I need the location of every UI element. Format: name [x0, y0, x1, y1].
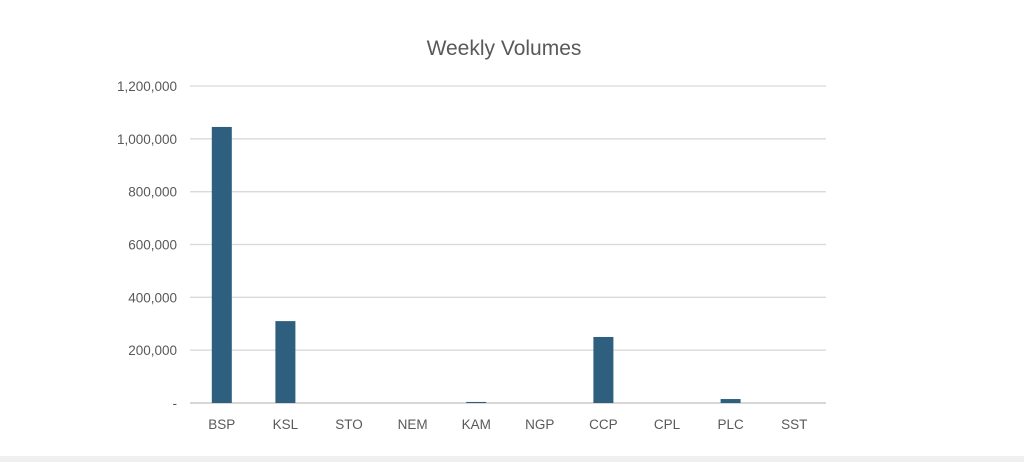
y-tick-label: 400,000: [128, 290, 177, 305]
bar-plc: [720, 399, 741, 403]
bar-bsp: [211, 126, 232, 403]
x-tick-label: SST: [781, 417, 807, 432]
x-tick-label: KSL: [273, 417, 299, 432]
x-tick-label: NEM: [398, 417, 428, 432]
x-tick-label: CCP: [589, 417, 618, 432]
x-tick-label: BSP: [208, 417, 235, 432]
bar-ccp: [593, 336, 614, 403]
y-tick-label: 600,000: [128, 238, 177, 253]
x-tick-label: STO: [335, 417, 363, 432]
y-tick-label: 800,000: [128, 185, 177, 200]
y-tick-label: 1,000,000: [117, 132, 177, 147]
chart-title: Weekly Volumes: [427, 37, 582, 60]
bottom-bar: [0, 456, 1024, 462]
y-tick-label: -: [173, 396, 178, 411]
x-tick-label: PLC: [717, 417, 744, 432]
x-tick-label: NGP: [525, 417, 554, 432]
bar-kam: [466, 401, 487, 403]
bar-ksl: [275, 321, 296, 403]
y-tick-label: 200,000: [128, 343, 177, 358]
x-tick-label: KAM: [462, 417, 491, 432]
x-tick-label: CPL: [654, 417, 681, 432]
y-tick-label: 1,200,000: [117, 79, 177, 94]
